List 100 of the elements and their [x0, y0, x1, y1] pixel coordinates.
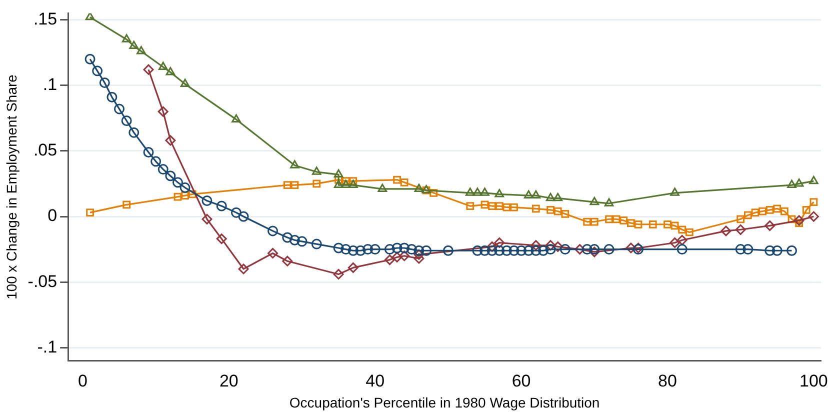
- point: [290, 181, 299, 189]
- point: [589, 244, 600, 255]
- point: [399, 250, 410, 262]
- point: [188, 190, 196, 198]
- point: [809, 176, 818, 184]
- point: [794, 178, 804, 187]
- point: [122, 34, 132, 42]
- point: [788, 215, 796, 224]
- point: [626, 242, 636, 254]
- point: [384, 254, 395, 266]
- point: [808, 211, 819, 222]
- point: [516, 245, 527, 256]
- point: [216, 200, 227, 212]
- point: [158, 106, 168, 117]
- point: [158, 62, 168, 70]
- point: [341, 180, 351, 188]
- point: [634, 220, 642, 228]
- point: [589, 246, 600, 258]
- point: [430, 188, 438, 197]
- point: [648, 220, 657, 228]
- point: [414, 245, 424, 256]
- point: [348, 245, 358, 256]
- point: [604, 198, 614, 206]
- x-tick-label: 0: [78, 372, 88, 391]
- x-tick-label: 80: [658, 372, 677, 391]
- point: [670, 188, 680, 196]
- point: [334, 169, 344, 178]
- point: [627, 219, 635, 228]
- point: [735, 244, 746, 255]
- point: [143, 64, 154, 75]
- point: [312, 166, 322, 175]
- y-tick-label: -.1: [37, 337, 58, 356]
- point: [751, 208, 760, 217]
- point: [494, 188, 504, 198]
- x-tick-label: 100: [800, 372, 828, 391]
- point: [524, 190, 534, 199]
- point: [486, 241, 498, 252]
- point: [181, 192, 189, 200]
- point: [289, 234, 300, 246]
- point: [355, 245, 366, 256]
- point: [685, 228, 694, 236]
- point: [810, 198, 818, 206]
- point: [392, 252, 402, 262]
- point: [590, 196, 600, 206]
- point: [121, 116, 132, 126]
- point: [202, 214, 212, 224]
- point: [480, 245, 490, 256]
- point: [720, 226, 732, 236]
- point: [106, 92, 118, 102]
- point: [766, 206, 774, 214]
- point: [143, 146, 154, 158]
- point: [510, 203, 518, 212]
- y-tick-label: -.05: [28, 272, 58, 291]
- point: [311, 238, 322, 250]
- point: [180, 78, 190, 88]
- point: [612, 215, 620, 224]
- point: [604, 244, 614, 255]
- point: [384, 244, 395, 255]
- point: [530, 240, 542, 251]
- point: [393, 176, 401, 184]
- point: [348, 180, 358, 188]
- point: [538, 245, 548, 256]
- point: [268, 248, 278, 258]
- point: [545, 244, 556, 255]
- point: [744, 211, 752, 220]
- point: [312, 180, 321, 188]
- point: [670, 222, 679, 230]
- point: [480, 200, 489, 209]
- point: [546, 192, 556, 202]
- point: [414, 253, 424, 264]
- point: [531, 190, 541, 199]
- point: [333, 242, 344, 254]
- point: [150, 156, 162, 167]
- point: [406, 244, 417, 255]
- point: [92, 66, 103, 76]
- point: [676, 234, 688, 246]
- point: [362, 244, 374, 255]
- x-tick-label: 40: [366, 372, 385, 391]
- point: [676, 244, 688, 255]
- point: [758, 207, 766, 216]
- point: [787, 180, 796, 188]
- point: [370, 244, 380, 255]
- point: [283, 181, 292, 189]
- point: [670, 237, 680, 248]
- point: [764, 245, 776, 256]
- point: [620, 216, 628, 224]
- point: [532, 204, 540, 213]
- point: [165, 135, 176, 146]
- x-axis-title: Occupation's Percentile in 1980 Wage Distribution: [289, 394, 600, 410]
- point: [764, 220, 776, 231]
- point: [735, 224, 746, 235]
- y-tick-label: .1: [42, 75, 58, 94]
- point: [172, 177, 183, 188]
- point: [561, 210, 570, 218]
- point: [174, 192, 182, 201]
- point: [786, 245, 798, 256]
- point: [282, 256, 293, 266]
- point: [232, 114, 241, 122]
- point: [494, 237, 505, 248]
- y-axis-title: 100 x Change in Employment Share: [3, 74, 20, 300]
